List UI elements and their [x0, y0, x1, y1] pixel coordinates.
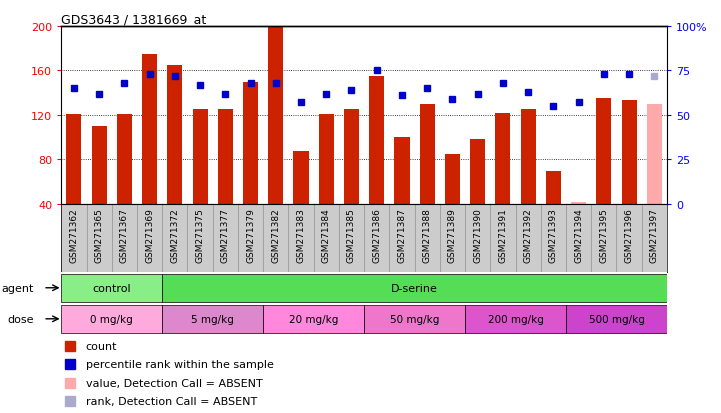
Bar [445, 154, 460, 204]
Bar [218, 110, 233, 204]
Text: 200 mg/kg: 200 mg/kg [487, 314, 544, 324]
Text: GSM271372: GSM271372 [170, 208, 180, 262]
Text: GDS3643 / 1381669_at: GDS3643 / 1381669_at [61, 13, 206, 26]
Bar [369, 77, 384, 204]
Text: GSM271365: GSM271365 [94, 208, 104, 263]
Bar [263, 305, 364, 333]
Text: GSM271379: GSM271379 [246, 208, 255, 263]
Bar [61, 274, 162, 302]
Bar [465, 305, 566, 333]
Text: control: control [92, 283, 131, 293]
Text: GSM271369: GSM271369 [145, 208, 154, 263]
Text: rank, Detection Call = ABSENT: rank, Detection Call = ABSENT [86, 396, 257, 406]
Text: D-serine: D-serine [391, 283, 438, 293]
Text: GSM271382: GSM271382 [271, 208, 280, 262]
Text: GSM271375: GSM271375 [195, 208, 205, 263]
Text: GSM271390: GSM271390 [473, 208, 482, 263]
Bar [162, 274, 667, 302]
Text: percentile rank within the sample: percentile rank within the sample [86, 359, 273, 369]
Bar [647, 104, 662, 204]
Bar [293, 151, 309, 204]
Bar [167, 66, 182, 204]
Text: GSM271377: GSM271377 [221, 208, 230, 263]
Text: dose: dose [7, 314, 34, 324]
Text: GSM271383: GSM271383 [296, 208, 306, 263]
Bar [268, 27, 283, 204]
Bar [566, 305, 667, 333]
Bar [61, 305, 162, 333]
Text: GSM271362: GSM271362 [69, 208, 79, 262]
Text: 0 mg/kg: 0 mg/kg [90, 314, 133, 324]
Bar [495, 114, 510, 204]
Bar [394, 138, 410, 204]
Bar [117, 114, 132, 204]
Text: GSM271384: GSM271384 [322, 208, 331, 262]
Text: GSM271391: GSM271391 [498, 208, 508, 263]
Bar [364, 305, 465, 333]
Text: GSM271387: GSM271387 [397, 208, 407, 263]
Text: GSM271388: GSM271388 [423, 208, 432, 263]
Text: GSM271397: GSM271397 [650, 208, 659, 263]
Text: agent: agent [1, 283, 34, 293]
Bar [162, 305, 263, 333]
Text: GSM271395: GSM271395 [599, 208, 609, 263]
Bar [571, 202, 586, 204]
Bar [546, 171, 561, 204]
Text: 20 mg/kg: 20 mg/kg [289, 314, 338, 324]
Text: GSM271367: GSM271367 [120, 208, 129, 263]
Bar [142, 55, 157, 204]
Text: GSM271392: GSM271392 [523, 208, 533, 262]
Bar [92, 127, 107, 204]
Bar [420, 104, 435, 204]
Bar [470, 140, 485, 204]
Bar [193, 110, 208, 204]
Text: 5 mg/kg: 5 mg/kg [191, 314, 234, 324]
Bar [319, 114, 334, 204]
Text: 50 mg/kg: 50 mg/kg [390, 314, 439, 324]
Bar [622, 101, 637, 204]
Text: count: count [86, 341, 117, 351]
Text: 500 mg/kg: 500 mg/kg [588, 314, 645, 324]
Bar [521, 110, 536, 204]
Text: GSM271396: GSM271396 [624, 208, 634, 263]
Text: GSM271394: GSM271394 [574, 208, 583, 262]
Text: GSM271393: GSM271393 [549, 208, 558, 263]
Text: GSM271386: GSM271386 [372, 208, 381, 263]
Bar [344, 110, 359, 204]
Text: GSM271385: GSM271385 [347, 208, 356, 263]
Bar [243, 82, 258, 204]
Bar [596, 99, 611, 204]
Bar [66, 114, 81, 204]
Text: GSM271389: GSM271389 [448, 208, 457, 263]
Text: value, Detection Call = ABSENT: value, Detection Call = ABSENT [86, 378, 262, 388]
